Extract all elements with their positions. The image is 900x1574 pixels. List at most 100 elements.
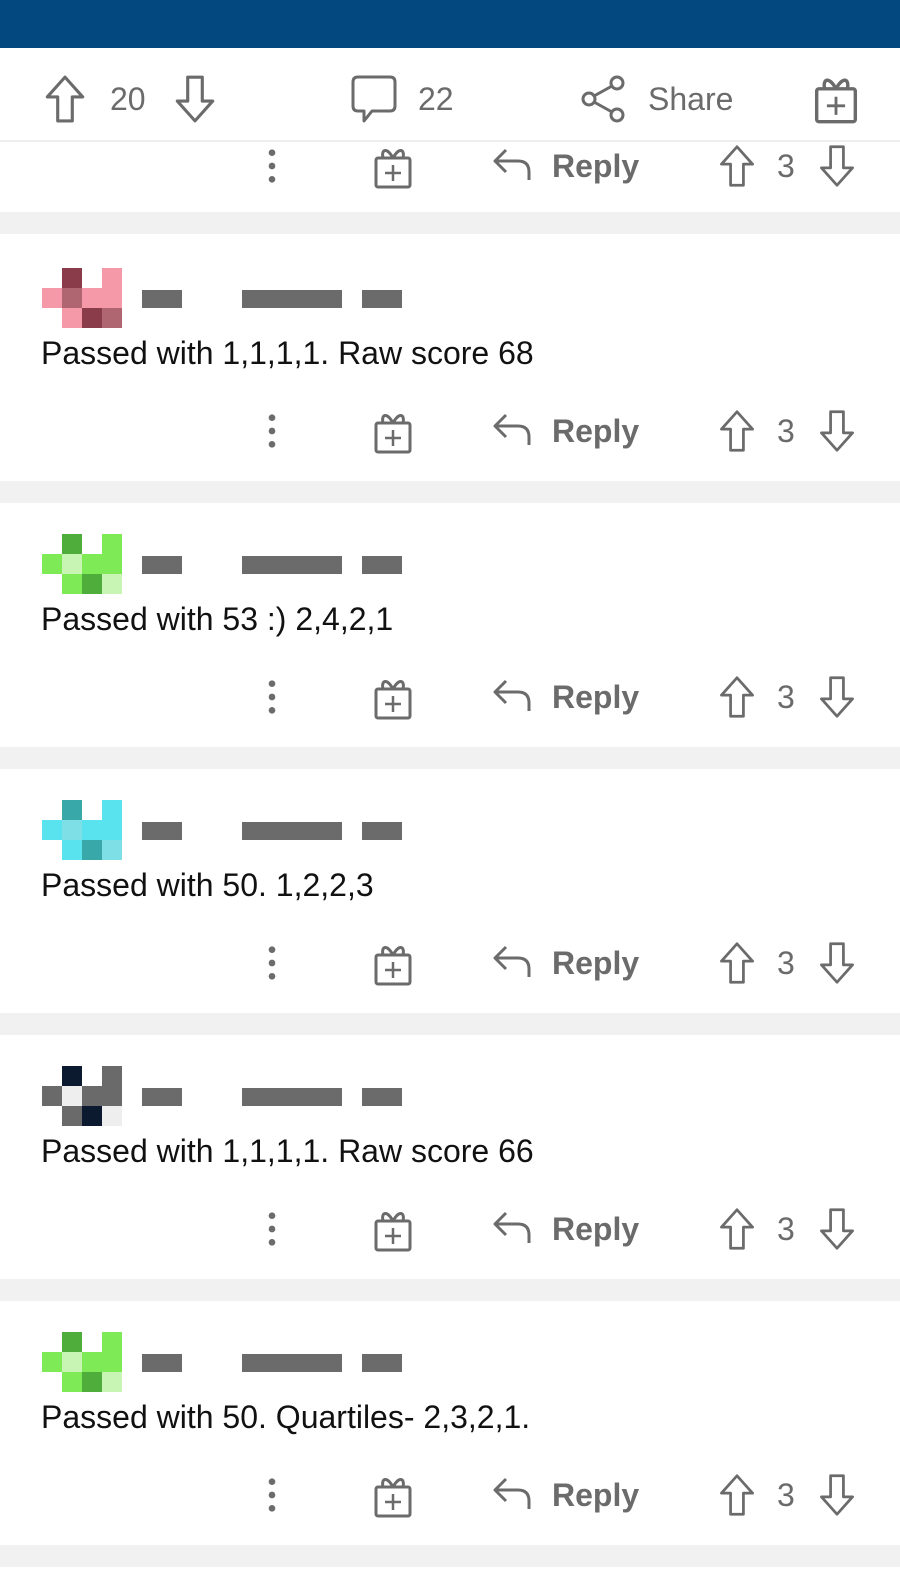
avatar-pixel <box>102 1372 122 1392</box>
downvote-icon[interactable] <box>818 675 856 719</box>
avatar-pixel <box>102 534 122 554</box>
reply-button[interactable]: Reply <box>552 1211 640 1247</box>
username-pixelated[interactable] <box>362 1088 402 1106</box>
reply-button[interactable]: Reply <box>552 945 640 981</box>
username-pixelated[interactable] <box>362 1354 402 1372</box>
avatar-pixel <box>82 288 102 308</box>
upvote-icon[interactable] <box>718 144 756 188</box>
gift-award-icon[interactable] <box>373 676 413 720</box>
gift-award-icon[interactable] <box>373 1474 413 1518</box>
username-pixelated[interactable] <box>142 290 182 308</box>
gift-award-icon[interactable] <box>373 145 413 189</box>
more-options-icon[interactable] <box>267 1476 277 1514</box>
avatar-pixel <box>62 1086 82 1106</box>
avatar-pixel <box>102 800 122 820</box>
reply-icon[interactable] <box>492 411 532 447</box>
reply-button[interactable]: Reply <box>552 413 640 449</box>
avatar-pixel <box>102 554 122 574</box>
comment-count: 22 <box>418 81 454 117</box>
more-options-icon[interactable] <box>267 944 277 982</box>
post-action-bar: 20 22 Share <box>0 48 900 142</box>
avatar[interactable] <box>42 534 124 594</box>
username-pixelated[interactable] <box>242 290 342 308</box>
avatar-pixel <box>102 1332 122 1352</box>
username-pixelated[interactable] <box>142 822 182 840</box>
downvote-icon[interactable] <box>818 409 856 453</box>
username-pixelated[interactable] <box>142 556 182 574</box>
reply-button[interactable]: Reply <box>552 679 640 715</box>
avatar-pixel <box>42 1086 62 1106</box>
reply-icon[interactable] <box>492 677 532 713</box>
share-icon[interactable] <box>580 74 626 124</box>
avatar-pixel <box>62 1352 82 1372</box>
username-pixelated[interactable] <box>242 1088 342 1106</box>
gift-award-icon[interactable] <box>373 1208 413 1252</box>
avatar-pixel <box>102 308 122 328</box>
avatar[interactable] <box>42 1066 124 1126</box>
gift-award-icon[interactable] <box>373 410 413 454</box>
username-pixelated[interactable] <box>242 1354 342 1372</box>
username-pixelated[interactable] <box>142 1354 182 1372</box>
downvote-icon[interactable] <box>818 1207 856 1251</box>
reply-icon[interactable] <box>492 1209 532 1245</box>
separator <box>0 212 900 234</box>
comment: Passed with 50. Quartiles- 2,3,2,1. Repl… <box>0 1299 900 1545</box>
comment-vote-count: 3 <box>777 1477 795 1513</box>
avatar-pixel <box>82 308 102 328</box>
comment-text: Passed with 1,1,1,1. Raw score 66 <box>41 1133 534 1169</box>
avatar-pixel <box>102 820 122 840</box>
avatar-pixel <box>82 554 102 574</box>
avatar[interactable] <box>42 800 124 860</box>
username-pixelated[interactable] <box>362 822 402 840</box>
username-pixelated[interactable] <box>242 822 342 840</box>
comment-actions: Reply 3 <box>0 933 900 993</box>
upvote-icon[interactable] <box>718 409 756 453</box>
gift-award-icon[interactable] <box>373 942 413 986</box>
avatar-pixel <box>62 574 82 594</box>
avatar[interactable] <box>42 1332 124 1392</box>
comment-actions: Reply 3 <box>0 1199 900 1259</box>
avatar-pixel <box>102 1352 122 1372</box>
username-pixelated[interactable] <box>362 290 402 308</box>
upvote-icon[interactable] <box>718 941 756 985</box>
downvote-icon[interactable] <box>172 74 218 124</box>
comment-actions: Reply 3 <box>0 667 900 727</box>
upvote-icon[interactable] <box>718 1473 756 1517</box>
more-options-icon[interactable] <box>267 147 277 185</box>
avatar-pixel <box>102 1106 122 1126</box>
reply-button[interactable]: Reply <box>552 1477 640 1513</box>
reply-button[interactable]: Reply <box>552 148 640 184</box>
more-options-icon[interactable] <box>267 1210 277 1248</box>
avatar-pixel <box>42 1352 62 1372</box>
avatar-pixel <box>102 840 122 860</box>
avatar[interactable] <box>42 268 124 328</box>
avatar-pixel <box>82 1372 102 1392</box>
reply-icon[interactable] <box>492 146 532 182</box>
comment: Passed with 1,1,1,1. Raw score 68 Reply … <box>0 235 900 481</box>
upvote-icon[interactable] <box>42 74 88 124</box>
downvote-icon[interactable] <box>818 941 856 985</box>
app-header <box>0 0 900 48</box>
separator <box>0 747 900 769</box>
avatar-pixel <box>102 1086 122 1106</box>
username-pixelated[interactable] <box>242 556 342 574</box>
post-vote-count: 20 <box>110 81 146 117</box>
reply-icon[interactable] <box>492 943 532 979</box>
more-options-icon[interactable] <box>267 678 277 716</box>
share-button[interactable]: Share <box>648 81 734 117</box>
reply-icon[interactable] <box>492 1475 532 1511</box>
avatar-pixel <box>42 288 62 308</box>
comment: Passed with 1,1,1,1. Raw score 66 Reply … <box>0 1033 900 1279</box>
username-pixelated[interactable] <box>142 1088 182 1106</box>
upvote-icon[interactable] <box>718 1207 756 1251</box>
downvote-icon[interactable] <box>818 1473 856 1517</box>
more-options-icon[interactable] <box>267 412 277 450</box>
upvote-icon[interactable] <box>718 675 756 719</box>
avatar-pixel <box>102 268 122 288</box>
downvote-icon[interactable] <box>818 144 856 188</box>
comment-text: Passed with 1,1,1,1. Raw score 68 <box>41 335 534 371</box>
gift-award-icon[interactable] <box>812 74 860 124</box>
username-pixelated[interactable] <box>362 556 402 574</box>
comment-icon[interactable] <box>350 74 398 124</box>
avatar-pixel <box>62 1372 82 1392</box>
